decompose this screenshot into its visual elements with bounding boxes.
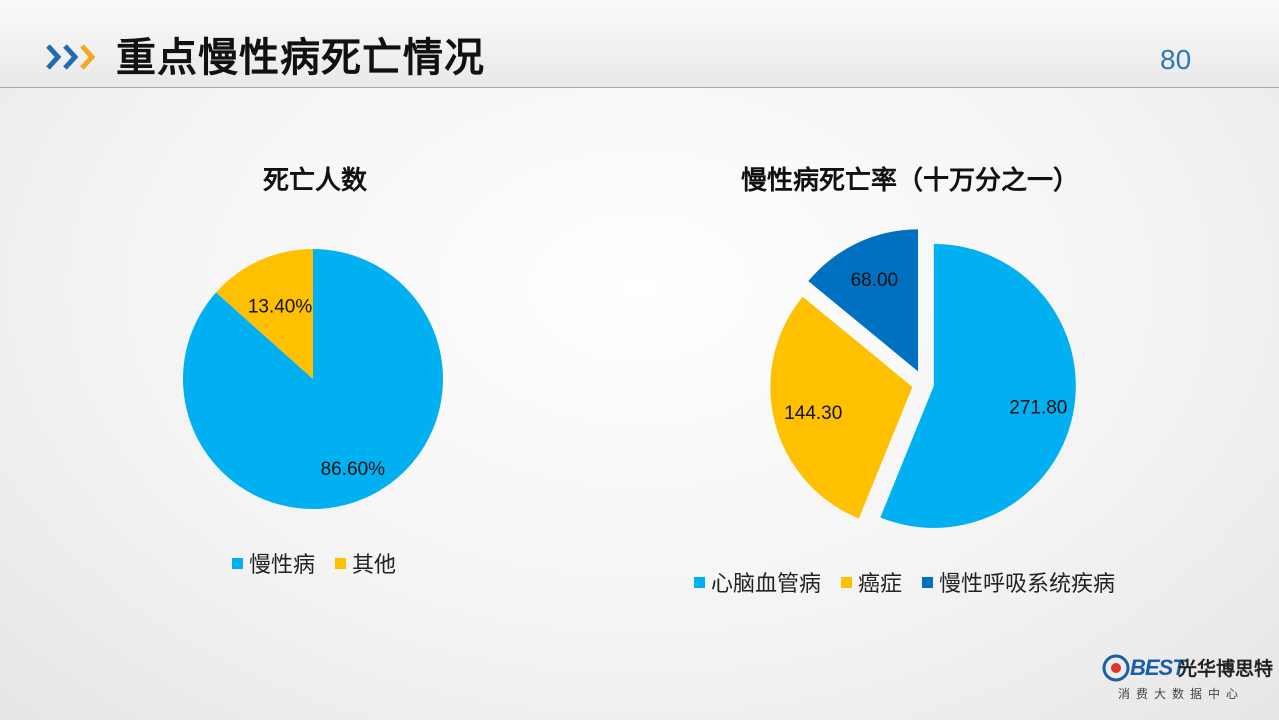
legend-label: 慢性病 (249, 553, 316, 578)
mortality-chart-title: 慢性病死亡率（十万分之一） (740, 166, 1079, 196)
mortality-data-label-2: 68.00 (851, 270, 899, 291)
legend-swatch (335, 557, 347, 569)
logo-b-mark-icon (1102, 654, 1130, 682)
legend-label: 慢性呼吸系统疾病 (939, 572, 1116, 597)
page-title: 重点慢性病死亡情况 (116, 35, 485, 81)
logo-cn-name: 光华博思特 (1178, 658, 1274, 680)
deaths-chart-title: 死亡人数 (262, 166, 367, 196)
mortality-slice-1 (770, 296, 913, 519)
legend-label: 癌症 (858, 572, 903, 597)
mortality-slice-2 (808, 229, 919, 372)
deaths-legend: 慢性病 其他 (232, 547, 416, 579)
legend-item-cancer: 癌症 (841, 566, 902, 598)
brand-logo: BEST 光华博思特 消费大数据中心 (1100, 652, 1274, 714)
header-bar: 重点慢性病死亡情况 80 (0, 0, 1279, 88)
legend-swatch (922, 576, 934, 588)
legend-label: 其他 (352, 553, 397, 578)
legend-swatch (841, 576, 853, 588)
legend-swatch (694, 576, 705, 588)
triple-chevron-right-icon (46, 44, 96, 70)
deaths-data-label-1: 13.40% (248, 296, 313, 317)
deaths-data-label-0: 86.60% (321, 459, 386, 480)
legend-item-respiratory: 慢性呼吸系统疾病 (922, 566, 1115, 598)
mortality-slice-0 (880, 243, 1076, 528)
legend-label: 心脑血管病 (711, 572, 822, 597)
mortality-data-label-1: 144.30 (784, 403, 842, 424)
legend-item-other: 其他 (335, 547, 396, 579)
deaths-slice-1 (216, 249, 313, 379)
logo-brand: BEST (1130, 655, 1186, 680)
mortality-data-label-0: 271.80 (1009, 397, 1067, 418)
legend-item-chronic: 慢性病 (232, 547, 315, 579)
page-number: 80 (1160, 44, 1192, 75)
logo-subtitle: 消费大数据中心 (1118, 687, 1245, 701)
legend-swatch (232, 557, 243, 569)
legend-item-cardio: 心脑血管病 (694, 566, 821, 598)
mortality-legend: 心脑血管病 癌症 慢性呼吸系统疾病 (694, 566, 1135, 598)
